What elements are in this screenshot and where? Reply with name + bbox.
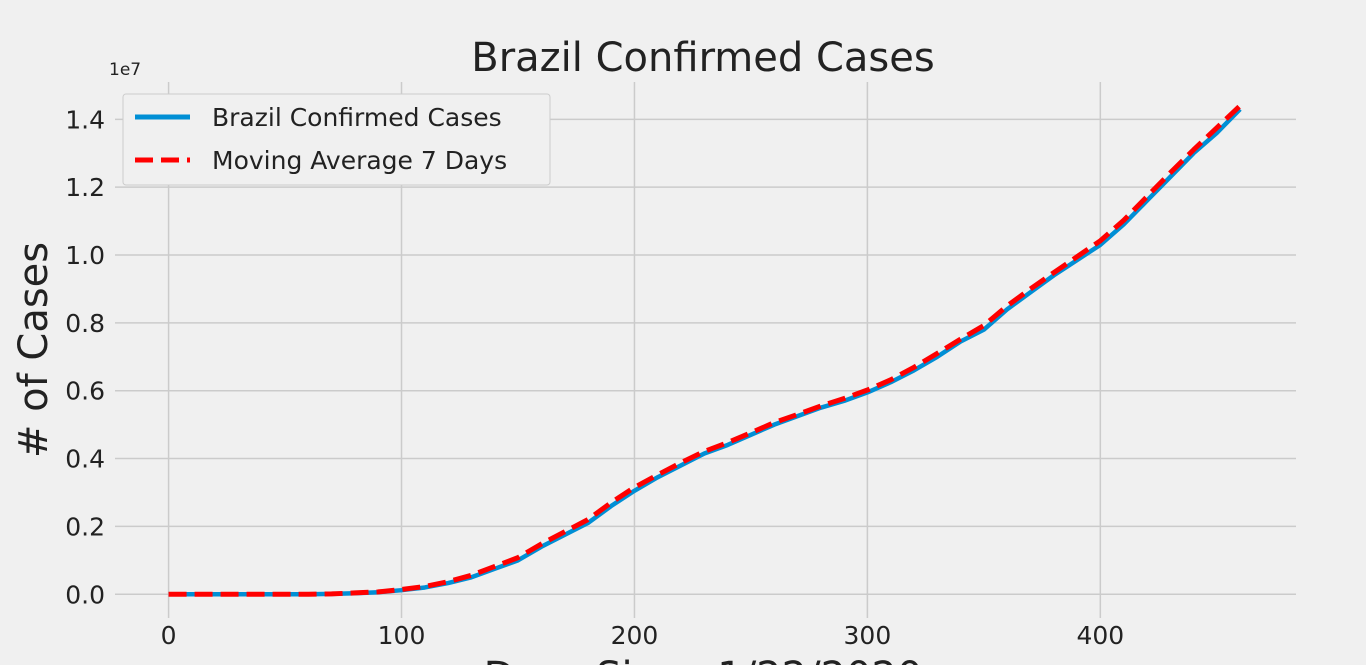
y-axis-label: # of Cases: [11, 242, 57, 458]
x-tick-label: 100: [378, 621, 426, 650]
grid: [115, 82, 1296, 618]
chart-title: Brazil Confirmed Cases: [471, 35, 934, 81]
legend: Brazil Confirmed Cases Moving Average 7 D…: [122, 93, 551, 186]
y-tick-label: 1.4: [65, 105, 105, 134]
x-tick-label: 400: [1076, 621, 1124, 650]
y-tick-label: 0.6: [65, 377, 105, 406]
y-tick-label: 0.0: [65, 580, 105, 609]
x-tick-label: 200: [611, 621, 659, 650]
x-tick-label: 300: [844, 621, 892, 650]
legend-box: [122, 93, 551, 186]
y-tick-label: 0.4: [65, 445, 105, 474]
y-tick-label: 0.8: [65, 309, 105, 338]
x-tick-label: 0: [161, 621, 177, 650]
x-axis-label: Days Since 1/22/2020: [484, 654, 923, 665]
y-tick-label: 1.2: [65, 173, 105, 202]
legend-label: Moving Average 7 Days: [212, 146, 507, 175]
y-tick-label: 0.2: [65, 512, 105, 541]
line-series: [168, 103, 1242, 597]
offset-text: 1e7: [109, 60, 141, 80]
legend-label: Brazil Confirmed Cases: [212, 103, 502, 132]
y-tick-label: 1.0: [65, 241, 105, 270]
